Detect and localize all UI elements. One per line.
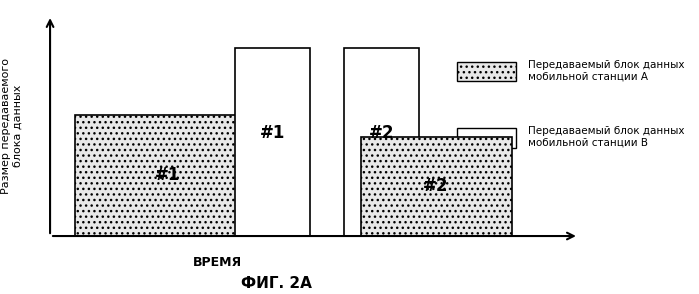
FancyBboxPatch shape xyxy=(361,137,512,236)
Text: ВРЕМЯ: ВРЕМЯ xyxy=(194,256,243,269)
Text: #2: #2 xyxy=(424,177,449,195)
FancyBboxPatch shape xyxy=(344,48,419,236)
Text: ФИГ. 2A: ФИГ. 2A xyxy=(241,276,312,291)
FancyBboxPatch shape xyxy=(457,61,516,81)
Text: Передаваемый блок данных
мобильной станции В: Передаваемый блок данных мобильной станц… xyxy=(528,126,685,148)
Text: #1: #1 xyxy=(260,124,285,142)
Text: #1: #1 xyxy=(155,166,180,184)
FancyBboxPatch shape xyxy=(457,128,516,148)
FancyBboxPatch shape xyxy=(235,48,310,236)
Text: #2: #2 xyxy=(369,124,394,142)
Text: Передаваемый блок данных
мобильной станции А: Передаваемый блок данных мобильной станц… xyxy=(528,60,685,81)
Text: Размер передаваемого
блока данных: Размер передаваемого блока данных xyxy=(1,58,23,194)
FancyBboxPatch shape xyxy=(75,115,260,236)
